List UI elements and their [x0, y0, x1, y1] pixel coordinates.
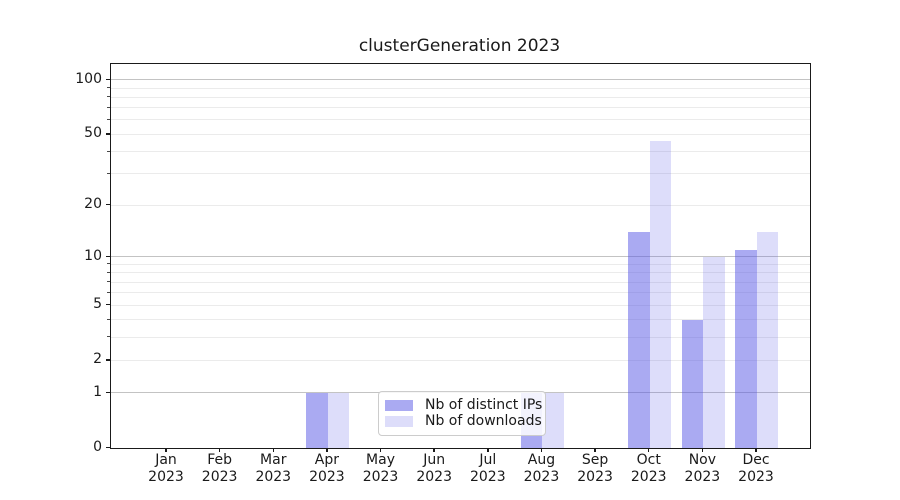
y-gridline-minor — [111, 151, 810, 153]
y-tick — [106, 133, 110, 135]
y-gridline-minor — [111, 87, 810, 89]
y-tick — [106, 304, 110, 306]
y-tick — [106, 391, 110, 394]
y-gridline-minor — [111, 304, 810, 306]
y-minor-tick — [107, 172, 110, 174]
x-tick — [326, 448, 328, 452]
y-tick — [106, 255, 110, 258]
x-tick-label: Apr 2023 — [309, 452, 345, 485]
x-tick — [433, 448, 435, 452]
x-tick — [487, 448, 489, 452]
x-tick-label: Jun 2023 — [416, 452, 452, 485]
y-minor-tick — [107, 87, 110, 88]
x-tick — [540, 448, 543, 452]
x-tick-label: Mar 2023 — [255, 452, 292, 485]
legend-entry-label: Nb of distinct IPs — [425, 397, 543, 413]
y-tick-label: 0 — [93, 439, 102, 455]
y-gridline-minor — [111, 281, 810, 283]
x-tick — [218, 448, 221, 452]
y-tick-label: 1 — [93, 383, 102, 400]
x-tick-label: May 2023 — [362, 452, 399, 485]
y-gridline-minor — [111, 107, 810, 109]
legend-swatch-downloads — [385, 416, 413, 427]
x-tick-label: Aug 2023 — [523, 452, 560, 485]
legend-entry: Nb of downloads — [385, 414, 542, 429]
bar-distinct-ips — [628, 231, 650, 448]
legend-entry: Nb of distinct IPs — [385, 398, 542, 413]
bar-distinct-ips — [735, 249, 757, 448]
bar-downloads — [649, 140, 672, 448]
x-tick-label: Jan 2023 — [148, 452, 184, 485]
x-tick — [272, 448, 274, 452]
y-gridline-major — [111, 79, 810, 81]
y-tick-label: 50 — [84, 125, 102, 142]
y-tick-label: 10 — [84, 247, 102, 264]
y-tick-label: 5 — [93, 296, 102, 312]
y-minor-tick — [107, 318, 110, 320]
x-tick-label: Sep 2023 — [577, 452, 613, 485]
y-gridline-major — [111, 256, 810, 258]
y-minor-tick — [107, 263, 110, 265]
y-tick-label: 20 — [84, 196, 102, 213]
x-tick-label: Dec 2023 — [738, 452, 774, 485]
y-tick — [106, 78, 110, 81]
y-minor-tick — [107, 106, 110, 108]
x-tick — [648, 448, 650, 452]
x-tick — [701, 448, 704, 452]
y-tick-label: 2 — [93, 351, 102, 368]
y-gridline-minor — [111, 319, 810, 321]
y-minor-tick — [107, 96, 110, 98]
bar-distinct-ips — [306, 392, 328, 448]
x-tick — [165, 448, 167, 452]
y-gridline-minor — [111, 359, 810, 361]
y-minor-tick — [107, 271, 110, 273]
y-gridline-minor — [111, 292, 810, 294]
y-minor-tick — [107, 281, 110, 283]
bar-downloads — [703, 256, 725, 448]
bar-downloads — [327, 392, 350, 448]
y-tick — [106, 204, 110, 206]
bar-downloads — [756, 231, 779, 448]
y-gridline-minor — [111, 336, 810, 338]
bar-distinct-ips — [681, 319, 704, 448]
y-gridline-minor — [111, 263, 810, 265]
legend: Nb of distinct IPs Nb of downloads — [378, 391, 546, 436]
legend-swatch-distinct-ips — [385, 400, 413, 411]
y-gridline-minor — [111, 96, 810, 98]
x-tick — [755, 448, 757, 452]
x-tick-label: Jul 2023 — [469, 452, 506, 485]
bar-downloads — [542, 392, 564, 448]
x-tick-label: Feb 2023 — [201, 452, 238, 485]
y-minor-tick — [107, 118, 110, 120]
y-minor-tick — [107, 291, 110, 293]
y-tick — [106, 359, 110, 361]
legend-entry-label: Nb of downloads — [425, 413, 542, 429]
x-tick-label: Oct 2023 — [630, 452, 667, 485]
chart-title: clusterGeneration 2023 — [358, 36, 561, 56]
x-tick-label: Nov 2023 — [684, 452, 721, 485]
y-gridline-minor — [111, 204, 810, 206]
y-tick — [106, 447, 110, 449]
x-tick — [594, 448, 596, 452]
y-gridline-minor — [111, 272, 810, 274]
y-tick-label: 100 — [75, 70, 102, 87]
x-tick — [379, 448, 382, 452]
y-gridline-minor — [111, 119, 810, 121]
y-minor-tick — [107, 150, 110, 152]
y-gridline-minor — [111, 173, 810, 175]
y-gridline-minor — [111, 133, 810, 135]
y-minor-tick — [107, 336, 110, 338]
